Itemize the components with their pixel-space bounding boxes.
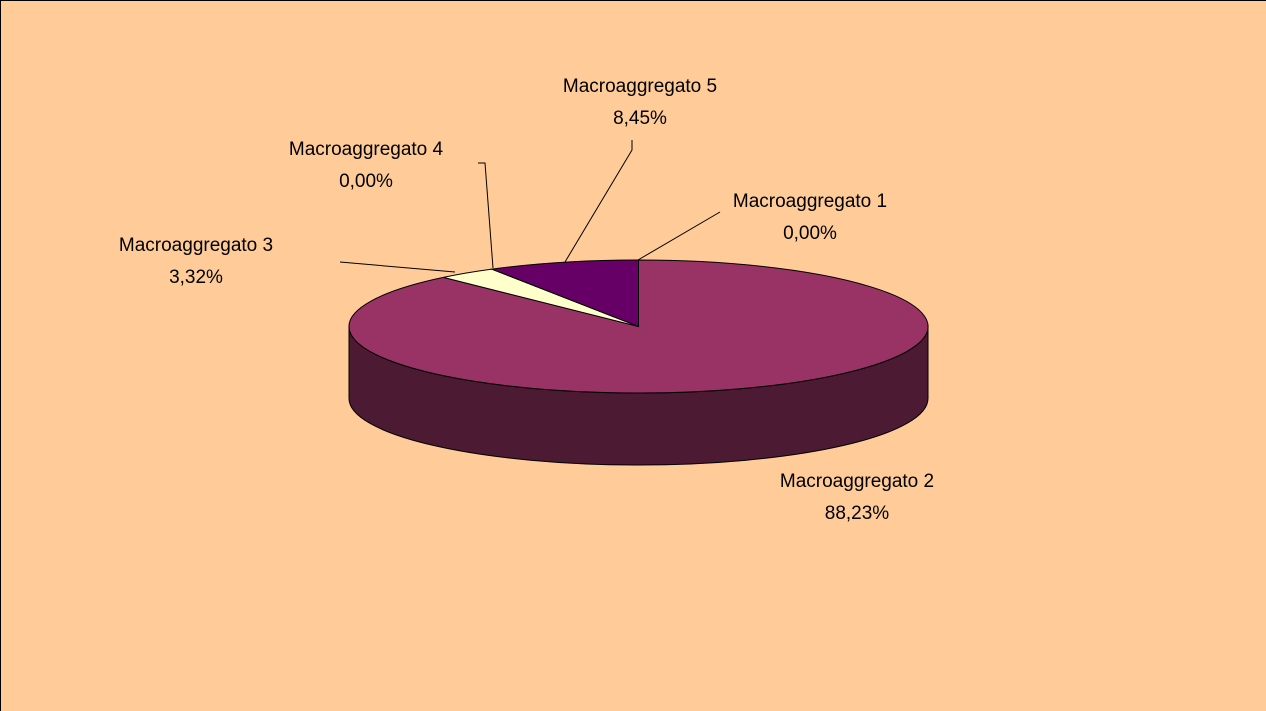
slice-value-label: 0,00% (783, 223, 837, 244)
leader-line (637, 211, 721, 261)
pie-slice (489, 259, 639, 328)
slice-label: Macroaggregato 3 (119, 235, 273, 256)
slice-label: Macroaggregato 4 (289, 139, 444, 160)
slice-label: Macroaggregato 2 (780, 471, 934, 492)
slice-value-label: 0,00% (339, 171, 393, 192)
slice-label: Macroaggregato 5 (563, 76, 717, 97)
leader-line (339, 261, 456, 273)
leader-line (564, 140, 633, 263)
slice-value-label: 88,23% (825, 503, 890, 524)
slice-value-label: 3,32% (169, 267, 223, 288)
slice-label: Macroaggregato 1 (733, 191, 887, 212)
slice-value-label: 8,45% (613, 108, 667, 129)
pie-slice (348, 259, 929, 394)
leader-line (478, 162, 494, 269)
